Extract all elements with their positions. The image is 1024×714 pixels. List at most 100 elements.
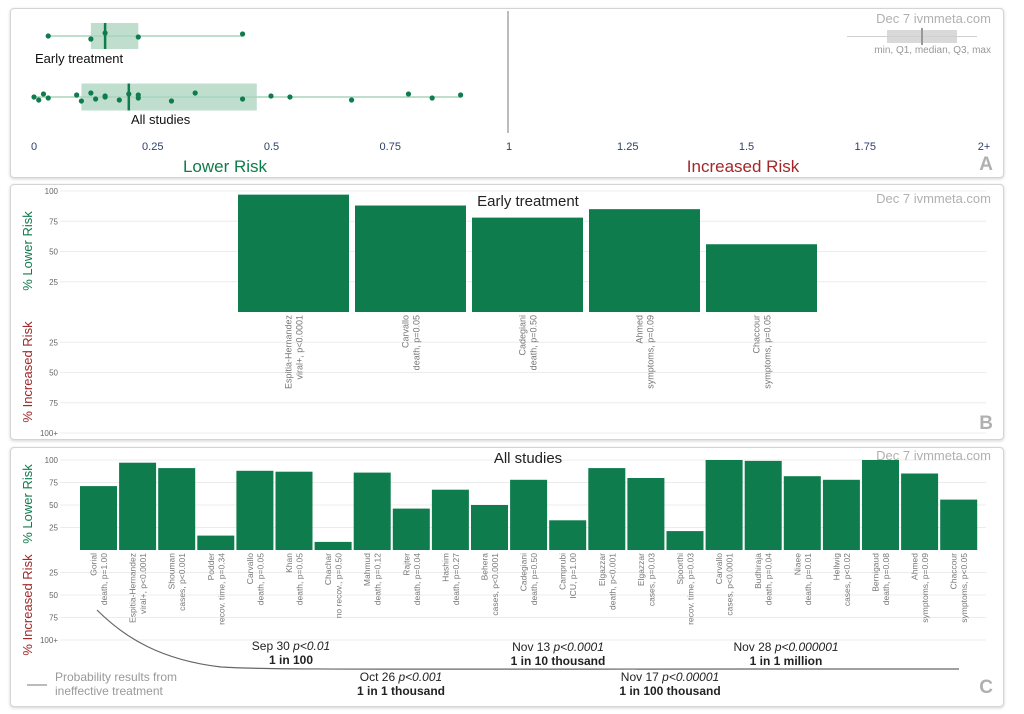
x-tick-label: 1.75 (855, 141, 876, 153)
category-label: death, p=0.05 (412, 315, 422, 370)
bar (431, 489, 469, 550)
bar (510, 479, 548, 550)
y-tick-label: 50 (49, 501, 58, 510)
category-label: Mahmud (362, 553, 372, 586)
category-label: Carvallo (245, 553, 255, 584)
boxplot-plot-area: 0 0.25 0.5 0.75 1 1.25 1.5 1.75 2+ Early treatmen… (31, 11, 990, 153)
study-point (458, 92, 464, 98)
all-bar-plot-area: 25 50 75 100 25 50 75 100+ Gorial death, p=1.00 Es… (40, 456, 986, 645)
y-tick-label: 75 (49, 399, 58, 408)
bar (666, 531, 704, 550)
study-point (192, 90, 198, 96)
bar (744, 460, 782, 550)
bar (940, 499, 978, 550)
study-point (45, 33, 51, 39)
group-label: All studies (131, 112, 191, 127)
study-point (36, 97, 42, 103)
increased-risk-label: Increased Risk (687, 157, 800, 176)
category-label: viral+, p<0.0001 (295, 315, 305, 380)
category-label: Shouman (167, 553, 177, 590)
x-tick-label: 1.5 (739, 141, 754, 153)
legend-label: min, Q1, median, Q3, max (874, 45, 991, 56)
bar (314, 541, 352, 550)
bar (238, 194, 349, 312)
category-label: Hashim (440, 553, 450, 582)
study-point (348, 97, 355, 103)
bar (80, 486, 117, 550)
study-point (93, 96, 99, 102)
category-label: viral+, p<0.0001 (138, 553, 148, 614)
study-point (135, 92, 141, 98)
study-point (88, 36, 94, 42)
category-label: symptoms, p=0.09 (920, 553, 930, 623)
panel-a-boxplot: 0 0.25 0.5 0.75 1 1.25 1.5 1.75 2+ Early treatmen… (10, 8, 1004, 178)
x-tick-label: 0 (31, 141, 37, 153)
chart-title: All studies (494, 450, 562, 467)
study-point (287, 94, 293, 100)
category-label: Cadegiani (519, 553, 529, 591)
category-label: ICU, p=1.00 (568, 553, 578, 599)
annotation-odds: 1 in 100 thousand (619, 684, 720, 698)
study-point (168, 98, 175, 104)
category-label: Espitia-Hernandez (128, 553, 138, 623)
bar (901, 473, 939, 550)
study-point (429, 95, 435, 101)
y-tick-label: 25 (49, 524, 58, 533)
category-label: death, p=0.27 (451, 553, 461, 606)
early-bar-plot-area: 25 50 75 100 25 50 75 100+ Espitia-Hernandez vira… (40, 187, 986, 438)
category-label: symptoms, p=0.05 (763, 315, 773, 389)
x-tick-label: 0.5 (264, 141, 279, 153)
study-point (405, 91, 412, 97)
annotation-odds: 1 in 1 thousand (357, 684, 445, 698)
y-tick-label: 100 (45, 456, 59, 465)
study-point (268, 93, 274, 99)
annotation-odds: 1 in 100 (269, 653, 313, 667)
category-label: Espitia-Hernandez (284, 315, 294, 390)
study-point (40, 91, 47, 97)
x-tick-label: 1.25 (617, 141, 638, 153)
y-tick-label: 75 (49, 479, 58, 488)
category-label: Spoorthi (675, 553, 685, 585)
category-label: Behera (480, 553, 490, 581)
category-label: death, p=0.50 (529, 553, 539, 606)
category-label: Chachar (323, 553, 333, 585)
bar (197, 535, 235, 550)
study-point (239, 31, 246, 37)
bar (275, 471, 313, 550)
category-label: symptoms, p=0.09 (646, 315, 656, 389)
category-label: cases, p<0.0001 (725, 553, 735, 616)
early-treatment-bar-chart: 25 50 75 100 25 50 75 100+ Espitia-Hernandez vira… (20, 187, 993, 438)
bar (353, 472, 391, 550)
category-label: Ahmed (910, 553, 920, 580)
bar (706, 244, 817, 312)
category-label: Carvallo (714, 553, 724, 584)
category-label: Carvallo (401, 315, 411, 348)
increased-risk-axis-label: % Increased Risk (20, 554, 35, 656)
category-label: death, p=0.50 (529, 315, 539, 370)
study-point (78, 98, 84, 104)
annotation-odds: 1 in 10 thousand (511, 654, 606, 668)
bar (472, 217, 583, 312)
bar (392, 508, 430, 550)
bar (471, 505, 508, 550)
study-point (88, 90, 94, 96)
lower-risk-axis-label: % Lower Risk (20, 211, 35, 291)
category-label: recov. time, p=0.34 (216, 553, 226, 625)
category-label: Elgazzar (636, 553, 646, 586)
panel-letter-b: B (979, 413, 993, 434)
category-label: Ahmed (635, 315, 645, 344)
study-point (74, 92, 80, 98)
bar (783, 476, 821, 550)
category-label: Rajter (401, 553, 411, 576)
bar (119, 462, 157, 550)
bar (589, 209, 700, 312)
annotation-date: Sep 30 p<0.01 (252, 639, 330, 653)
bar (549, 520, 587, 550)
date-stamp: Dec 7 ivmmeta.com (876, 11, 991, 26)
category-label: death, p=0.05 (255, 553, 265, 606)
y-tick-label: 100 (45, 187, 59, 196)
iqr-box (90, 23, 139, 49)
bar (588, 468, 626, 550)
bar (822, 479, 860, 550)
